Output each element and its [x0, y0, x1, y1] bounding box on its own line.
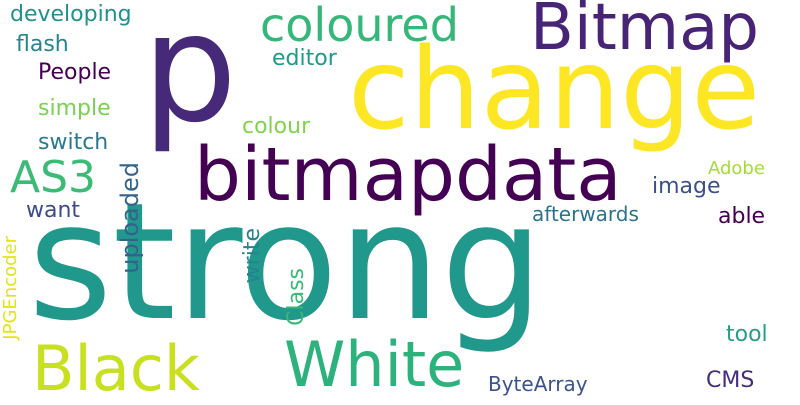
word-bitmapdata: bitmapdata: [194, 132, 622, 218]
word-bytearray: ByteArray: [488, 372, 588, 396]
word-tool: tool: [726, 322, 768, 347]
word-editor: editor: [272, 46, 337, 71]
word-flash: flash: [16, 32, 69, 57]
word-class: Class: [284, 268, 309, 326]
word-change: change: [348, 25, 761, 155]
word-white: White: [284, 328, 465, 401]
word-cms: CMS: [706, 368, 755, 393]
word-adobe: Adobe: [708, 158, 765, 179]
word-jpgencoder: JPGEncoder: [0, 236, 21, 340]
word-write: write: [240, 228, 265, 284]
word-colour: colour: [242, 114, 311, 139]
word-able: able: [718, 204, 766, 229]
word-afterwards: afterwards: [532, 202, 639, 226]
word-want: want: [26, 198, 81, 223]
word-switch: switch: [38, 130, 109, 155]
word-uploaded: uploaded: [116, 162, 144, 274]
word-strong: strong: [28, 169, 544, 357]
word-p: p: [142, 0, 238, 156]
word-image: image: [652, 174, 721, 199]
word-as3: AS3: [10, 152, 97, 203]
word-black: Black: [32, 332, 200, 405]
word-simple: simple: [38, 96, 111, 121]
word-people: People: [38, 60, 112, 85]
word-bitmap: Bitmap: [530, 0, 759, 65]
word-developing: developing: [10, 2, 132, 27]
word-coloured: coloured: [260, 0, 459, 52]
